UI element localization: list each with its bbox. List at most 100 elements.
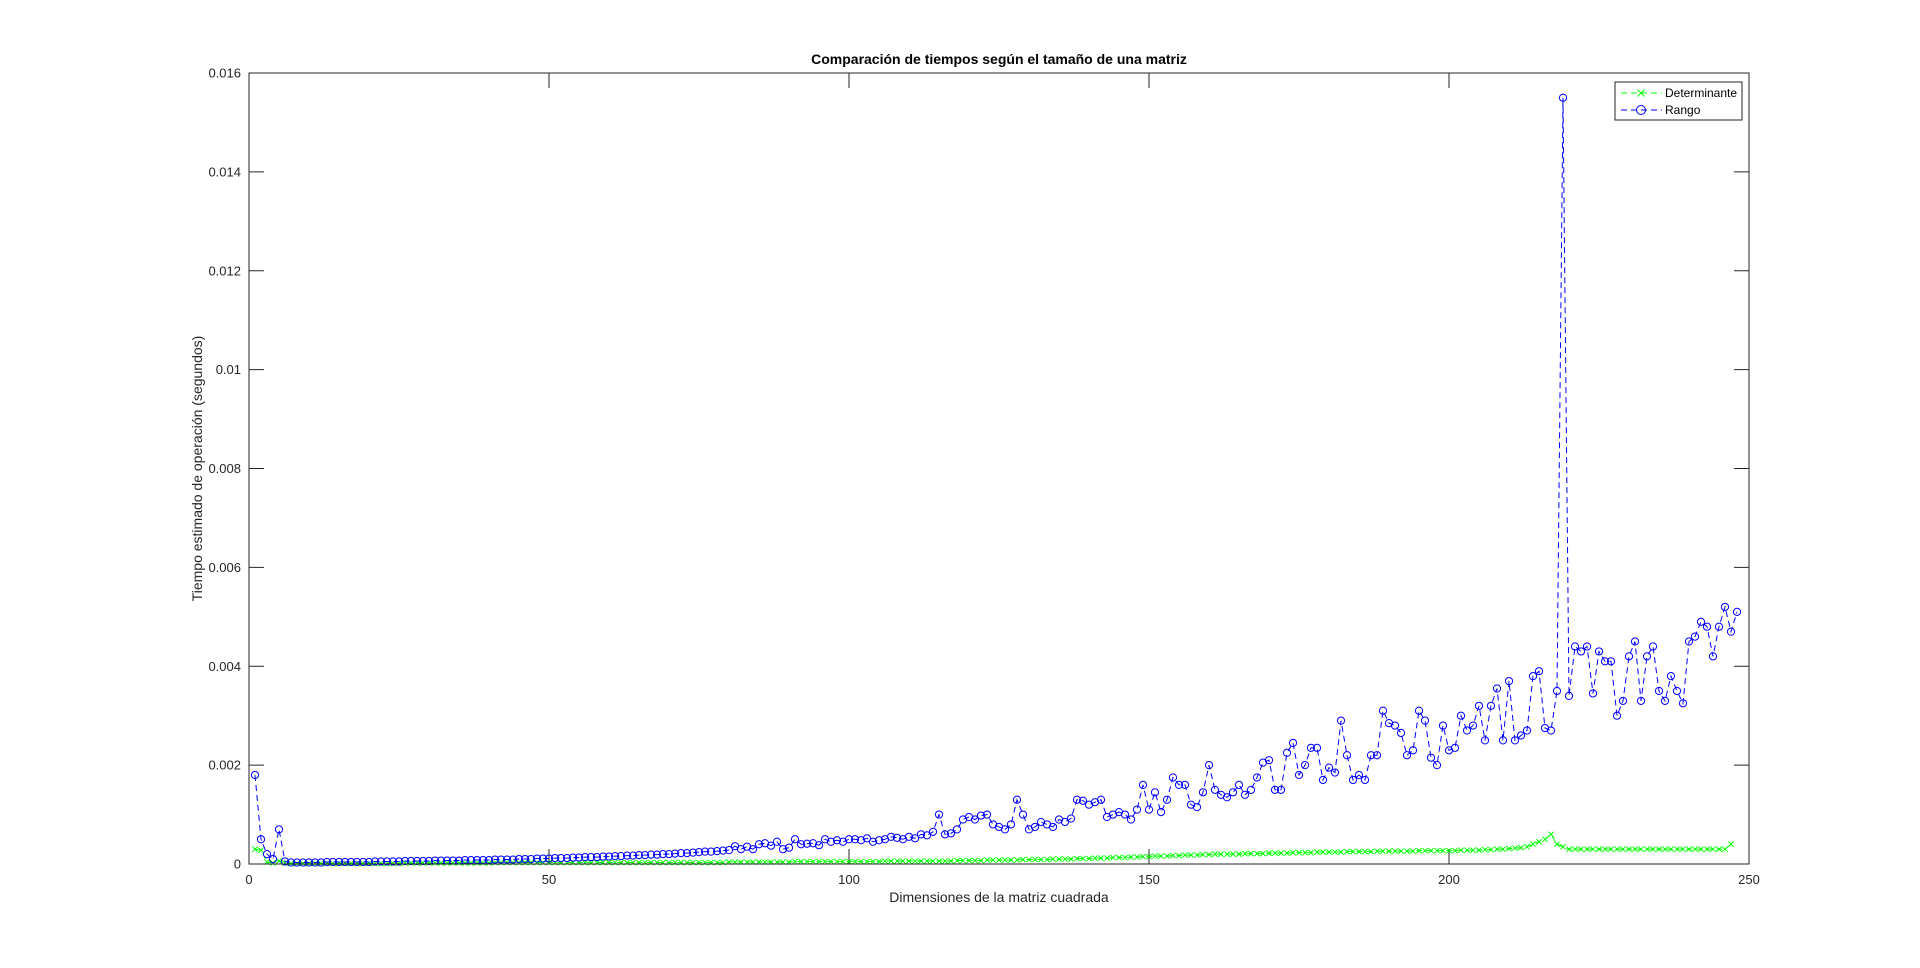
- data-point: [462, 860, 468, 866]
- data-point: [1260, 850, 1266, 857]
- data-point: [538, 854, 548, 863]
- axes-box: [248, 72, 1750, 865]
- data-point: [456, 860, 462, 866]
- data-point: [1060, 817, 1070, 827]
- data-point: [1338, 849, 1344, 856]
- data-point: [486, 860, 492, 866]
- data-point: [1702, 622, 1712, 631]
- data-point: [1534, 667, 1544, 676]
- data-point: [1366, 751, 1376, 760]
- series-determinante: [252, 831, 1734, 867]
- data-point: [276, 858, 282, 864]
- data-point: [1246, 785, 1256, 794]
- data-point: [490, 855, 500, 864]
- data-point: [1302, 849, 1308, 856]
- data-point: [1312, 743, 1322, 752]
- data-point: [1404, 848, 1410, 855]
- data-point: [1138, 780, 1148, 790]
- data-point: [432, 860, 438, 866]
- data-point: [1330, 768, 1340, 777]
- data-point: [1030, 822, 1040, 832]
- data-point: [480, 860, 486, 866]
- data-point: [1380, 848, 1386, 855]
- y-tick-label: 0.016: [208, 66, 241, 81]
- data-point: [634, 851, 644, 860]
- y-tick-labels: 0 0.002 0.004 0.006 0.008 0.01 0.012 0.014 0.016: [208, 66, 241, 872]
- data-point: [1360, 775, 1370, 785]
- data-point: [706, 847, 716, 856]
- data-point: [852, 858, 858, 865]
- data-point: [1548, 831, 1554, 838]
- data-point: [1230, 851, 1236, 858]
- data-point: [1452, 847, 1458, 854]
- data-point: [610, 851, 620, 861]
- data-point: [1638, 846, 1644, 853]
- data-point: [1252, 773, 1262, 782]
- data-point: [1504, 676, 1514, 686]
- data-point: [514, 854, 524, 864]
- data-point: [1282, 748, 1292, 757]
- data-point: [1086, 855, 1092, 862]
- data-point: [1254, 850, 1260, 857]
- data-point: [850, 835, 860, 844]
- data-point: [1630, 637, 1640, 646]
- data-point: [1690, 632, 1700, 641]
- data-point: [840, 858, 846, 865]
- data-point: [1120, 810, 1130, 819]
- data-point: [844, 835, 854, 844]
- data-point: [1456, 711, 1466, 720]
- data-point: [1356, 848, 1362, 855]
- data-point: [1182, 852, 1188, 859]
- data-point: [1264, 756, 1274, 765]
- data-point: [394, 857, 404, 866]
- data-point: [772, 837, 782, 846]
- data-point: [1620, 846, 1626, 853]
- data-point: [1386, 848, 1392, 855]
- data-point: [1614, 846, 1620, 853]
- data-point: [1516, 731, 1526, 740]
- data-point: [1720, 602, 1730, 612]
- data-point: [250, 770, 260, 780]
- data-point: [1234, 780, 1244, 790]
- data-point: [1626, 846, 1632, 853]
- data-point: [670, 849, 680, 858]
- data-point: [1126, 815, 1136, 824]
- data-point: [976, 811, 986, 820]
- data-point: [1438, 721, 1448, 730]
- data-point: [1564, 691, 1574, 701]
- data-point: [1050, 856, 1056, 863]
- data-point: [382, 857, 392, 866]
- data-point: [1644, 846, 1650, 853]
- data-point: [1476, 847, 1482, 854]
- data-point: [792, 858, 798, 865]
- data-point: [874, 836, 884, 845]
- data-point: [1672, 686, 1682, 696]
- data-point: [1722, 846, 1728, 853]
- data-point: [352, 857, 362, 867]
- data-point: [1578, 846, 1584, 853]
- chart-title: Comparación de tiempos según el tamaño d…: [811, 51, 1187, 67]
- data-point: [834, 858, 840, 865]
- data-point: [1218, 851, 1224, 858]
- data-point: [828, 858, 834, 865]
- data-point: [682, 849, 692, 858]
- data-point: [1314, 849, 1320, 856]
- data-point: [1522, 726, 1532, 735]
- data-point: [400, 856, 410, 866]
- series-rango: [250, 93, 1742, 867]
- data-point: [972, 857, 978, 864]
- data-point: [1300, 761, 1310, 770]
- data-point: [856, 836, 866, 845]
- data-point: [1398, 848, 1404, 855]
- data-point: [1560, 843, 1566, 850]
- data-point: [1500, 846, 1506, 853]
- data-point: [1416, 847, 1422, 854]
- data-point: [922, 831, 932, 840]
- x-tick-label: 150: [1138, 872, 1160, 887]
- data-point: [1158, 853, 1164, 860]
- data-point: [1320, 849, 1326, 856]
- data-point: [1110, 854, 1116, 861]
- data-point: [864, 858, 870, 865]
- data-point: [388, 857, 398, 866]
